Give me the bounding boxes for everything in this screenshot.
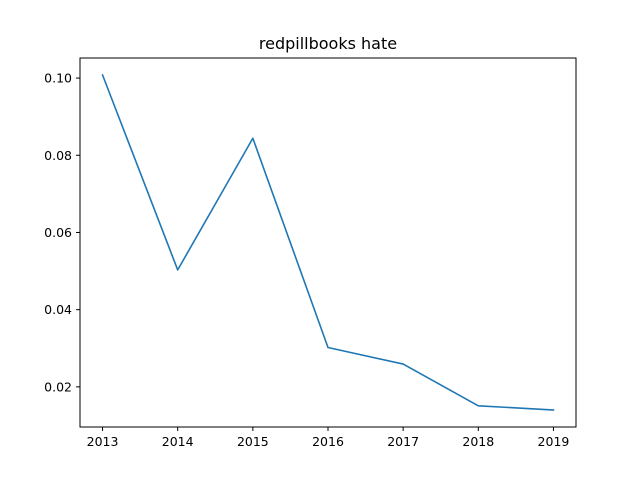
y-tick-label: 0.06 <box>44 225 72 240</box>
x-tick-label: 2014 <box>162 434 194 449</box>
chart-title: redpillbooks hate <box>259 34 397 53</box>
series-line <box>101 73 555 411</box>
x-tick-label: 2013 <box>87 434 119 449</box>
y-tick-label: 0.02 <box>44 379 72 394</box>
x-axis: 2013 2014 2015 2016 2017 2018 2019 <box>87 427 570 449</box>
y-tick-label: 0.08 <box>44 148 72 163</box>
y-tick-label: 0.04 <box>44 302 72 317</box>
y-axis: 0.02 0.04 0.06 0.08 0.10 <box>44 71 80 394</box>
y-tick-label: 0.10 <box>44 71 72 86</box>
series-layer <box>101 73 555 411</box>
x-tick-label: 2016 <box>312 434 344 449</box>
x-tick-label: 2018 <box>462 434 494 449</box>
x-tick-label: 2015 <box>237 434 269 449</box>
plot-area <box>79 57 577 428</box>
x-tick-label: 2017 <box>387 434 419 449</box>
x-tick-label: 2019 <box>538 434 570 449</box>
